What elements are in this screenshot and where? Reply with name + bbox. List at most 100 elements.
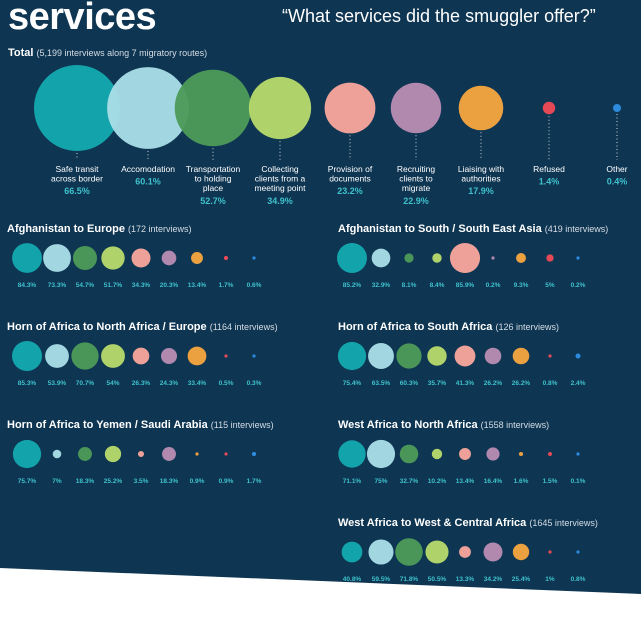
route-2-bubble-collecting_clients [432, 253, 442, 263]
route-4-value-recruiting_clients: 26.2% [484, 380, 503, 387]
total-value-refused: 1.4% [539, 177, 560, 187]
route-1-value-other: 0.6% [247, 282, 262, 289]
route-2-bubble-safe_transit [337, 243, 367, 273]
route-6-value-refused: 1.5% [543, 478, 558, 485]
total-title: Total (5,199 interviews along 7 migrator… [8, 47, 207, 59]
route-7-bubble-accommodation [368, 539, 394, 565]
route-6-value-other: 0.1% [571, 478, 586, 485]
route-3-bubble-liaising_authorities [187, 346, 207, 366]
route-1-bubble-liaising_authorities [191, 252, 203, 264]
total-label-refused: Refused [533, 164, 565, 174]
total-label-provision_documents: Provision of documents [328, 164, 373, 184]
route-5-value-accommodation: 7% [52, 478, 62, 485]
total-label-other: Other [606, 164, 627, 174]
route-1-value-refused: 1.7% [219, 282, 234, 289]
route-1-bubble-collecting_clients [101, 246, 125, 270]
route-7-bubble-refused [548, 550, 552, 554]
total-bubble-refused [542, 101, 556, 115]
route-1-bubble-other [252, 256, 256, 260]
route-7-value-transportation: 71.8% [400, 576, 419, 583]
route-6-bubble-accommodation [366, 439, 396, 469]
route-1-value-provision_documents: 34.3% [132, 282, 151, 289]
total-bubble-transportation [174, 69, 252, 147]
route-5-value-other: 1.7% [247, 478, 262, 485]
total-bubble-collecting_clients [248, 76, 312, 140]
route-1-value-transportation: 54.7% [76, 282, 95, 289]
route-4-bubble-provision_documents [454, 345, 476, 367]
route-3-bubble-transportation [71, 342, 99, 370]
route-5-bubble-other [251, 451, 257, 457]
route-1-bubble-transportation [72, 245, 98, 271]
route-5-value-liaising_authorities: 0.9% [190, 478, 205, 485]
route-1-bubble-provision_documents [131, 248, 151, 268]
route-3-bubble-safe_transit [12, 341, 42, 371]
route-7-value-other: 0.8% [571, 576, 586, 583]
total-value-safe_transit: 66.5% [64, 186, 90, 196]
route-2-value-transportation: 8.1% [402, 282, 417, 289]
route-4-bubble-safe_transit [337, 341, 367, 371]
route-3-bubble-provision_documents [132, 347, 150, 365]
route-5-bubble-recruiting_clients [162, 447, 176, 461]
route-4-bubble-accommodation [368, 343, 394, 369]
background-panel [0, 0, 641, 594]
route-2-bubble-liaising_authorities [516, 253, 526, 263]
route-4-value-refused: 0.8% [543, 380, 558, 387]
route-3-bubble-collecting_clients [101, 344, 125, 368]
route-1-value-collecting_clients: 51.7% [104, 282, 123, 289]
route-2-value-provision_documents: 85.9% [456, 282, 475, 289]
route-title-5: Horn of Africa to Yemen / Saudi Arabia (… [7, 419, 274, 431]
route-2-value-liaising_authorities: 9.3% [514, 282, 529, 289]
route-6-bubble-refused [548, 452, 552, 456]
route-7-value-collecting_clients: 50.5% [428, 576, 447, 583]
total-label-transportation: Transportation to holding place [186, 164, 241, 193]
route-7-bubble-liaising_authorities [512, 543, 530, 561]
total-value-accommodation: 60.1% [135, 177, 161, 187]
route-7-bubble-other [576, 550, 580, 554]
route-6-value-collecting_clients: 10.2% [428, 478, 447, 485]
route-6-bubble-liaising_authorities [518, 451, 524, 457]
total-interviews: (5,199 interviews along 7 migratory rout… [36, 48, 208, 58]
route-1-value-liaising_authorities: 13.4% [188, 282, 207, 289]
route-7-bubble-transportation [395, 538, 423, 566]
route-6-value-safe_transit: 71.1% [343, 478, 362, 485]
route-6-value-provision_documents: 13.4% [456, 478, 475, 485]
route-1-bubble-refused [223, 255, 229, 261]
question-subtitle: “What services did the smuggler offer?” [282, 6, 596, 26]
route-1-value-accommodation: 73.3% [48, 282, 67, 289]
route-5-bubble-collecting_clients [104, 445, 122, 463]
route-3-value-recruiting_clients: 24.3% [160, 380, 179, 387]
route-6-bubble-collecting_clients [431, 448, 443, 460]
route-2-bubble-accommodation [371, 248, 391, 268]
route-4-value-liaising_authorities: 26.2% [512, 380, 531, 387]
route-4-bubble-liaising_authorities [512, 347, 530, 365]
route-7-value-refused: 1% [545, 576, 555, 583]
route-2-bubble-refused [546, 254, 554, 262]
route-6-bubble-transportation [399, 444, 419, 464]
route-4-value-other: 2.4% [571, 380, 586, 387]
route-3-bubble-other [252, 354, 256, 358]
route-5-bubble-liaising_authorities [195, 452, 199, 456]
route-3-value-other: 0.3% [247, 380, 262, 387]
route-5-value-safe_transit: 75.7% [18, 478, 37, 485]
route-2-bubble-provision_documents [449, 242, 481, 274]
total-bubble-safe_transit [34, 65, 120, 151]
route-title-3: Horn of Africa to North Africa / Europe … [7, 321, 278, 333]
route-5-bubble-refused [224, 452, 228, 456]
route-3-bubble-recruiting_clients [160, 347, 178, 365]
route-3-value-accommodation: 53.9% [48, 380, 67, 387]
route-7-bubble-provision_documents [459, 546, 471, 558]
total-value-collecting_clients: 34.9% [267, 196, 293, 206]
total-bubble-other [613, 104, 621, 112]
route-3-bubble-accommodation [45, 344, 69, 368]
route-4-value-provision_documents: 41.3% [456, 380, 475, 387]
route-7-bubble-safe_transit [341, 541, 363, 563]
route-2-value-safe_transit: 85.2% [343, 282, 362, 289]
route-6-bubble-safe_transit [338, 440, 366, 468]
route-5-value-recruiting_clients: 18.3% [160, 478, 179, 485]
route-4-value-transportation: 60.3% [400, 380, 419, 387]
route-4-value-accommodation: 63.5% [372, 380, 391, 387]
route-5-bubble-transportation [78, 447, 92, 461]
route-title-4: Horn of Africa to South Africa (126 inte… [338, 321, 559, 333]
